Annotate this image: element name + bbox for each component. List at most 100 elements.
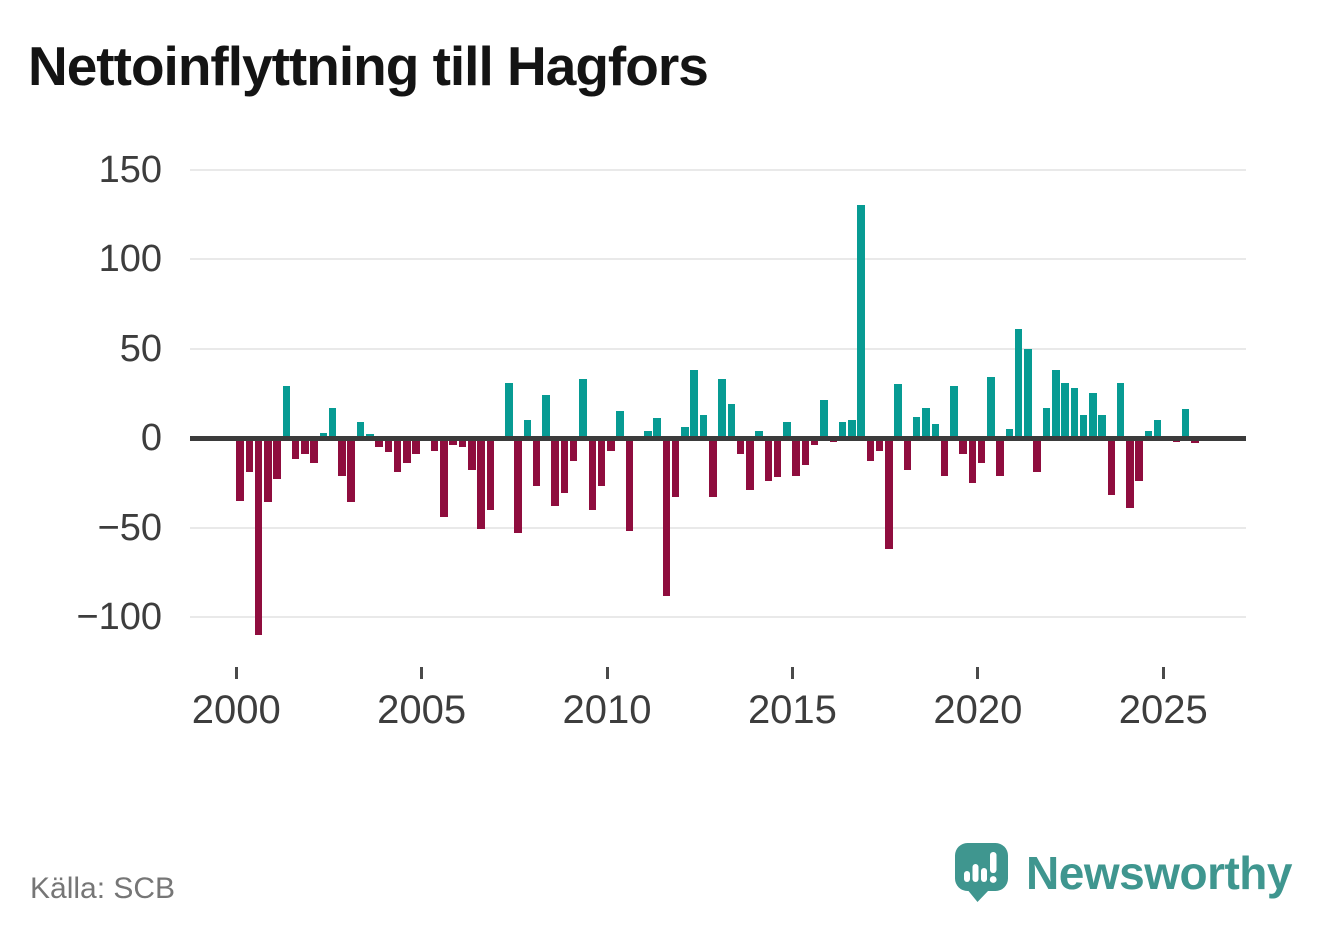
bar-2023-q4 [1116,382,1125,438]
x-tick-2005 [420,667,424,679]
bar-2005-q2 [430,438,439,451]
bar-2022-q1 [1052,369,1060,438]
bar-2006-q4 [486,438,495,510]
x-axis-label-2005: 2005 [377,688,467,732]
gridline-100 [190,258,1246,260]
bar-2021-q1 [1014,328,1023,438]
bar-2008-q1 [532,438,541,487]
bar-2009-q3 [588,438,596,510]
bar-2005-q3 [440,438,448,517]
bar-2014-q1 [755,430,763,438]
bar-2017-q3 [885,438,893,549]
bar-2013-q3 [736,438,745,455]
bar-2025-q3 [1181,409,1190,438]
gridline-150 [190,168,1246,171]
bar-2009-q1 [569,438,578,462]
bar-2016-q2 [838,421,847,438]
bar-2005-q4 [449,438,457,446]
bar-2002-q2 [319,432,328,438]
y-axis-label-0: 0 [140,417,162,459]
bar-2007-q4 [523,420,532,438]
bar-2012-q3 [699,414,708,438]
bar-2015-q2 [801,438,810,465]
bar-2014-q4 [783,421,791,438]
bar-2015-q3 [810,438,819,446]
x-axis-label-2015: 2015 [747,688,837,732]
bar-2000-q4 [264,438,272,503]
bar-2004-q2 [393,438,402,472]
bar-2021-q4 [1042,407,1051,438]
bar-2011-q2 [653,418,661,438]
bar-2007-q3 [514,438,522,533]
bar-2006-q3 [477,438,485,530]
bar-2011-q3 [662,438,671,596]
bar-2022-q2 [1061,382,1069,438]
chart-title: Nettoinflyttning till Hagfors [28,35,709,97]
x-axis-label-2020: 2020 [933,688,1023,732]
gridline--100 [190,616,1246,618]
bar-2007-q2 [505,382,513,438]
bar-2020-q2 [987,377,995,438]
y-axis-label-50: 50 [119,327,162,370]
bar-2000-q3 [254,438,263,635]
bar-2022-q4 [1079,414,1088,438]
bar-2010-q1 [607,438,615,451]
bar-2009-q2 [579,378,587,438]
bar-2009-q4 [597,438,606,487]
y-axis-label--50: −50 [97,506,162,549]
bar-2025-q4 [1191,438,1199,444]
bar-2024-q2 [1135,438,1143,481]
bar-2016-q4 [857,205,865,438]
bar-2012-q4 [709,438,717,498]
bar-2017-q1 [866,438,875,462]
bar-2012-q1 [681,427,689,438]
gridline--50 [190,526,1246,529]
bar-2001-q3 [291,438,300,460]
bar-2008-q3 [551,438,559,507]
bar-2011-q4 [671,438,680,498]
bar-2002-q3 [328,407,337,438]
x-axis-label-2025: 2025 [1118,688,1208,732]
bar-2023-q2 [1098,414,1106,438]
bar-2000-q1 [236,438,244,501]
logo-exclamation-stem [990,852,997,873]
bar-2001-q4 [301,438,309,455]
x-axis-label-2010: 2010 [562,688,652,732]
bar-2001-q2 [282,386,291,438]
bar-2006-q2 [468,438,476,471]
y-axis-label--100: −100 [76,596,162,638]
bar-2019-q1 [940,438,949,476]
bar-2010-q3 [625,438,634,532]
x-tick-2000 [234,667,238,679]
y-axis-label-150: 150 [98,148,162,191]
logo-bar-2 [972,864,979,882]
logo-bar-3 [981,868,988,882]
bar-2002-q4 [338,438,346,476]
bar-2003-q1 [347,438,355,503]
bar-2010-q2 [616,411,624,438]
bar-2018-q4 [931,423,939,438]
bar-2013-q2 [727,403,736,438]
bar-2014-q2 [764,438,773,481]
bar-2024-q1 [1126,438,1134,508]
bar-2003-q4 [375,438,383,447]
bar-2019-q2 [950,386,958,438]
x-tick-2025 [1161,667,1165,679]
logo-bar-1 [964,871,971,882]
bar-2013-q4 [746,438,754,490]
bar-2004-q3 [403,438,411,464]
bar-2008-q2 [542,395,550,438]
bar-2023-q1 [1089,393,1097,438]
bar-2021-q3 [1033,438,1041,472]
bar-2017-q4 [894,384,902,438]
bar-2014-q3 [773,438,782,478]
bar-2020-q1 [977,438,986,464]
x-tick-2015 [790,667,794,679]
bar-2008-q4 [560,438,569,494]
bar-2018-q1 [903,438,912,471]
x-axis-label-2000: 2000 [191,688,281,732]
bar-2024-q4 [1153,420,1162,438]
bar-2020-q3 [996,438,1004,476]
